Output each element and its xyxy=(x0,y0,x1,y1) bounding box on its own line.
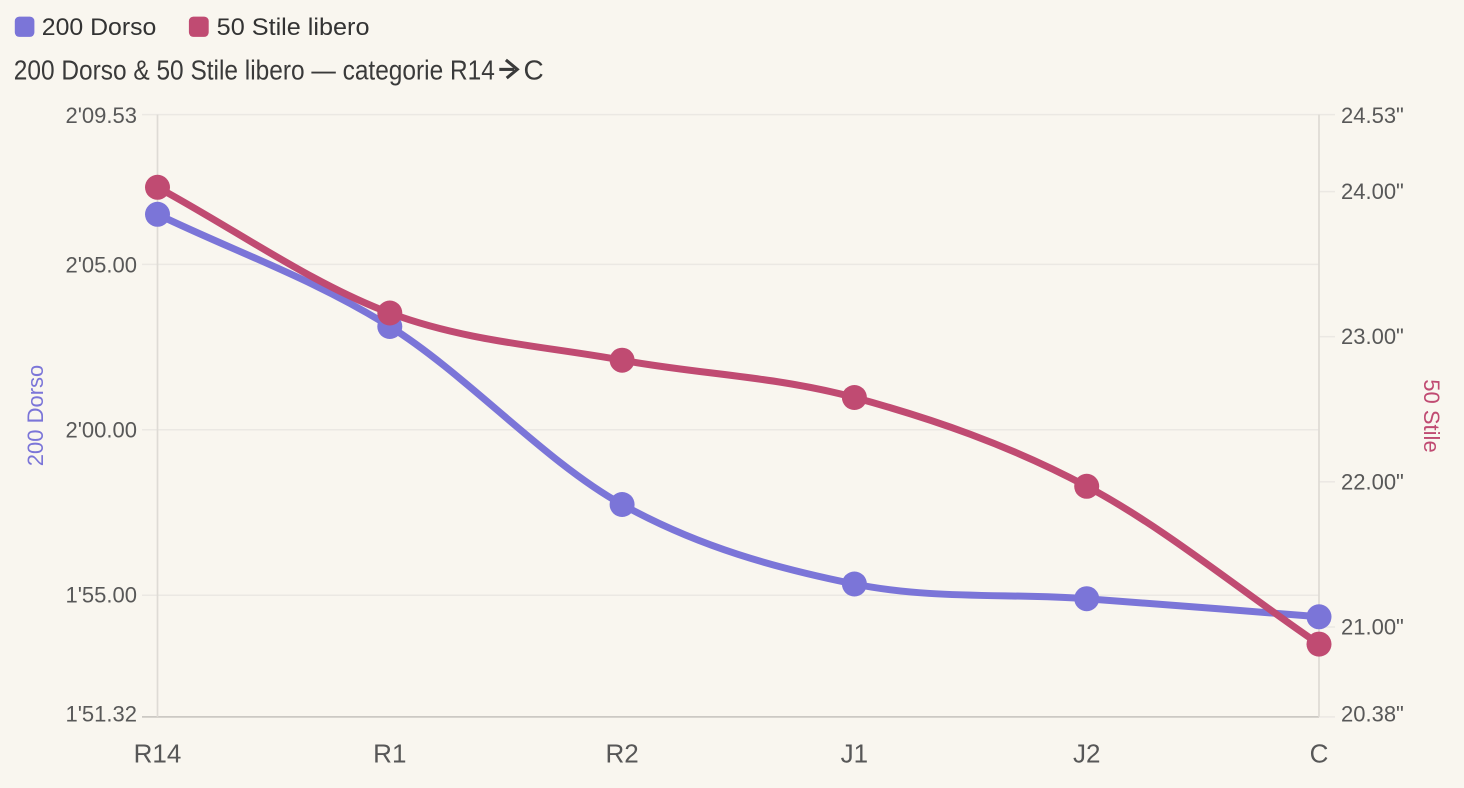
svg-text:200 Dorso & 50 Stile libero —: 200 Dorso & 50 Stile libero — categorie … xyxy=(14,55,495,86)
svg-text:200 Dorso: 200 Dorso xyxy=(42,14,156,41)
svg-text:2'05.00: 2'05.00 xyxy=(66,252,138,277)
svg-text:24.00": 24.00" xyxy=(1341,179,1404,204)
svg-text:2'09.53: 2'09.53 xyxy=(66,103,138,128)
svg-text:22.00": 22.00" xyxy=(1341,469,1404,494)
svg-text:J1: J1 xyxy=(841,739,868,769)
svg-text:21.00": 21.00" xyxy=(1341,615,1404,640)
svg-text:1'55.00: 1'55.00 xyxy=(66,583,138,608)
svg-text:50 Stile: 50 Stile xyxy=(1419,379,1444,452)
svg-text:R2: R2 xyxy=(605,739,638,769)
svg-text:200 Dorso: 200 Dorso xyxy=(23,365,48,467)
svg-text:C: C xyxy=(524,55,544,86)
svg-text:24.53": 24.53" xyxy=(1341,103,1404,128)
svg-text:J2: J2 xyxy=(1073,739,1100,769)
svg-text:R14: R14 xyxy=(134,739,182,769)
svg-text:2'00.00: 2'00.00 xyxy=(66,417,138,442)
svg-text:23.00": 23.00" xyxy=(1341,324,1404,349)
svg-text:50 Stile libero: 50 Stile libero xyxy=(217,14,370,41)
svg-text:1'51.32: 1'51.32 xyxy=(66,702,138,727)
svg-text:R1: R1 xyxy=(373,739,406,769)
svg-text:C: C xyxy=(1310,739,1329,769)
svg-text:20.38": 20.38" xyxy=(1341,702,1404,727)
